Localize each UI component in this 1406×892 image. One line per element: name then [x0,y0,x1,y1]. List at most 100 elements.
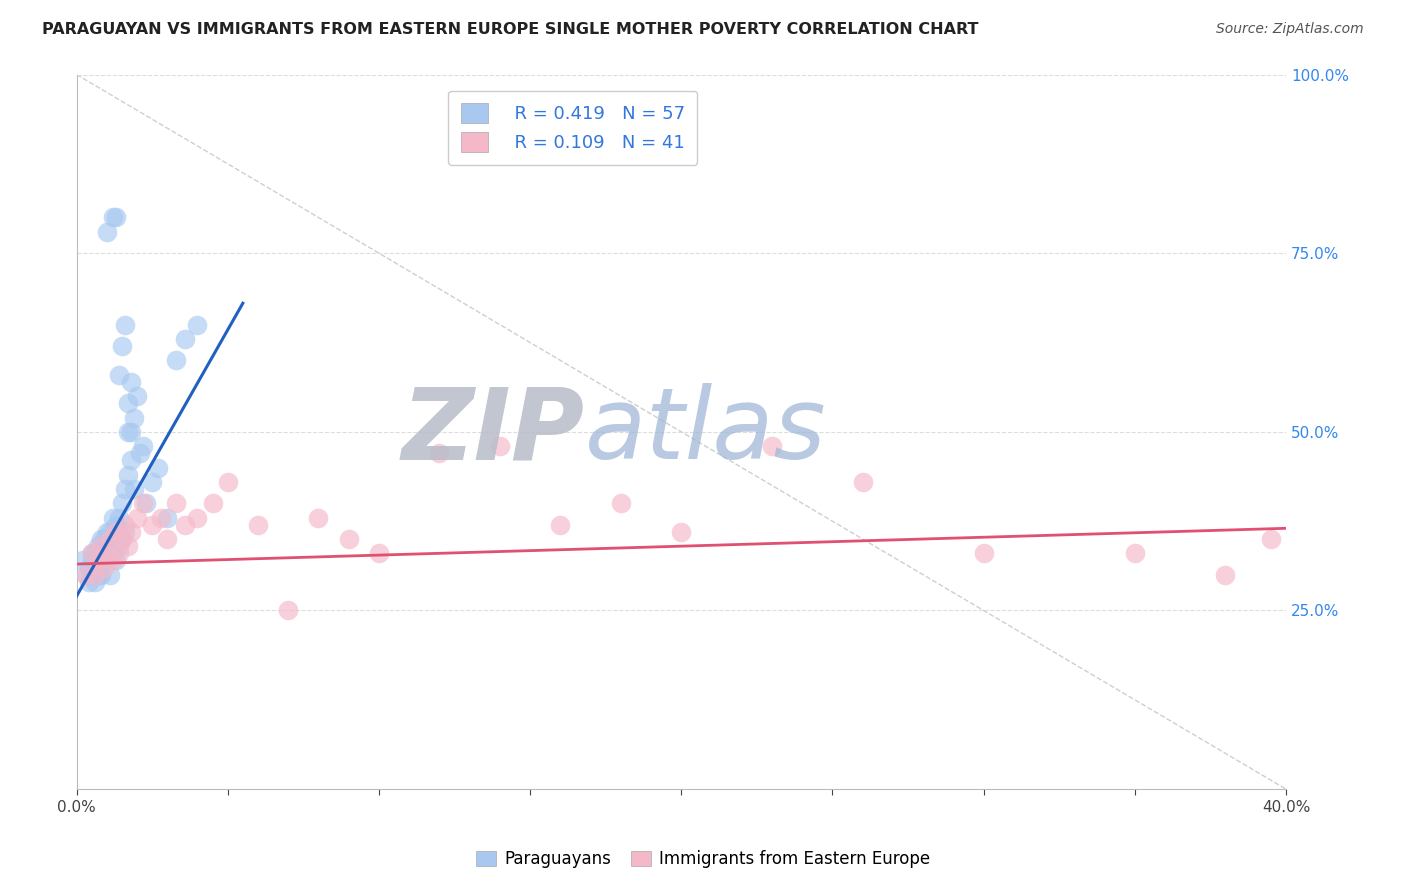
Point [307,510,329,524]
Point [156,510,179,524]
Point [80,567,103,582]
Point [337,532,360,546]
Point [150,510,173,524]
Point [87,539,110,553]
Point [550,517,572,532]
Point [156,532,179,546]
Point [114,517,136,532]
Point [1123,546,1146,560]
Point [93,532,115,546]
Point [111,339,134,353]
Point [132,496,155,510]
Point [108,546,131,560]
Point [141,517,163,532]
Point [114,524,136,539]
Point [101,546,124,560]
Point [83,546,105,560]
Point [90,567,112,582]
Point [429,446,451,460]
Point [117,539,139,553]
Point [83,574,105,589]
Point [120,425,142,439]
Point [111,532,134,546]
Point [489,439,512,453]
Point [973,546,995,560]
Point [1260,532,1282,546]
Point [87,567,110,582]
Point [104,524,127,539]
Point [96,546,118,560]
Point [90,532,112,546]
Point [83,567,105,582]
Point [87,553,110,567]
Point [141,475,163,489]
Point [125,389,148,403]
Point [108,368,131,382]
Point [671,524,693,539]
Point [120,453,142,467]
Point [96,553,118,567]
Text: PARAGUAYAN VS IMMIGRANTS FROM EASTERN EUROPE SINGLE MOTHER POVERTY CORRELATION C: PARAGUAYAN VS IMMIGRANTS FROM EASTERN EU… [42,22,979,37]
Point [852,475,875,489]
Point [129,446,152,460]
Point [367,546,389,560]
Point [80,546,103,560]
Point [90,539,112,553]
Point [201,496,224,510]
Point [120,375,142,389]
Point [108,539,131,553]
Point [165,496,187,510]
Point [96,539,118,553]
Legend:   R = 0.419   N = 57,   R = 0.109   N = 41: R = 0.419 N = 57, R = 0.109 N = 41 [449,91,697,165]
Point [174,517,197,532]
Point [98,532,121,546]
Point [610,496,633,510]
Point [72,553,94,567]
Point [761,439,783,453]
Point [111,532,134,546]
Point [96,524,118,539]
Point [122,482,145,496]
Point [165,353,187,368]
Point [148,460,170,475]
Point [114,482,136,496]
Point [101,510,124,524]
Point [83,560,105,574]
Point [125,510,148,524]
Point [1215,567,1237,582]
Point [90,546,112,560]
Point [117,467,139,482]
Point [75,567,97,582]
Point [93,553,115,567]
Point [217,475,239,489]
Point [93,560,115,574]
Point [77,560,100,574]
Point [98,567,121,582]
Point [98,524,121,539]
Point [246,517,269,532]
Point [101,211,124,225]
Point [186,318,208,332]
Point [80,546,103,560]
Point [101,553,124,567]
Point [135,496,157,510]
Legend: Paraguayans, Immigrants from Eastern Europe: Paraguayans, Immigrants from Eastern Eur… [470,844,936,875]
Point [111,496,134,510]
Point [108,510,131,524]
Point [117,425,139,439]
Point [120,524,142,539]
Point [87,553,110,567]
Point [186,510,208,524]
Text: atlas: atlas [585,384,827,480]
Point [277,603,299,617]
Point [122,410,145,425]
Point [75,567,97,582]
Point [104,553,127,567]
Point [174,332,197,346]
Point [114,318,136,332]
Point [104,517,127,532]
Point [96,225,118,239]
Point [104,211,127,225]
Point [77,574,100,589]
Point [80,553,103,567]
